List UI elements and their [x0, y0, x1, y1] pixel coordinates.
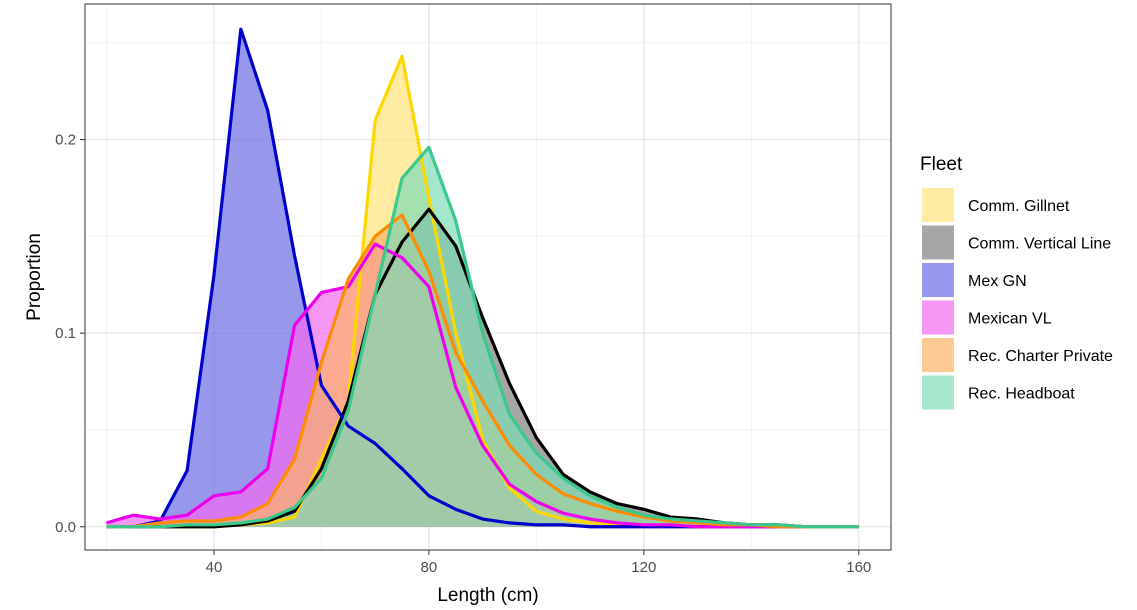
y-tick-label: 0.0: [55, 519, 76, 536]
line-rec-headboat: [106, 145, 859, 529]
legend-label-mexican-vl: Mexican VL: [968, 311, 1052, 328]
legend-key-mex-gn: [922, 263, 954, 297]
y-tick-label: 0.2: [55, 132, 76, 149]
legend-label-mex-gn: Mex GN: [968, 273, 1027, 290]
legend-label-comm-vertical-line: Comm. Vertical Line: [968, 236, 1111, 253]
legend-key-comm-vertical-line: [922, 225, 954, 260]
axis-layer: 40 80 120 160 0.0 0.1 0.2: [55, 132, 871, 576]
grid-layer: [85, 4, 891, 550]
x-tick-label: 40: [206, 559, 223, 576]
legend: Fleet Comm. Gillnet Comm. Vertical Line Me…: [920, 154, 1113, 410]
legend-key-mexican-vl: [922, 300, 954, 335]
legend-label-rec-charter-private: Rec. Charter Private: [968, 348, 1113, 365]
legend-key-rec-headboat: [922, 375, 954, 410]
legend-key-comm-gillnet: [922, 188, 954, 222]
line-mexican-vl: [106, 242, 859, 529]
x-axis-title: Length (cm): [437, 585, 538, 606]
legend-title: Fleet: [920, 154, 963, 175]
y-axis-title: Proportion: [24, 233, 45, 321]
legend-key-rec-charter-private: [922, 338, 954, 372]
x-tick-label: 160: [846, 559, 871, 576]
y-tick-label: 0.1: [55, 325, 76, 342]
line-layer: [106, 27, 859, 529]
panel-border: [84, 3, 892, 551]
legend-label-comm-gillnet: Comm. Gillnet: [968, 198, 1070, 215]
x-tick-label: 120: [631, 559, 656, 576]
legend-label-rec-headboat: Rec. Headboat: [968, 386, 1075, 403]
x-tick-label: 80: [421, 559, 438, 576]
